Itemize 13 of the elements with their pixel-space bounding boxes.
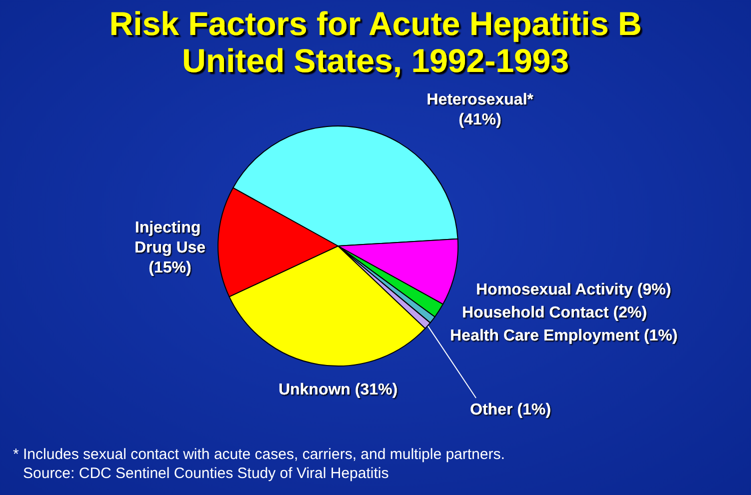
slice-label: Health Care Employment (1%) [450,328,678,344]
chart-subtitle: United States, 1992-1993 [182,42,570,79]
text: * Includes sexual contact with acute cases, carriers, and multiple partners. [13,446,505,463]
slice-label: Homosexual Activity (9%) [476,282,672,298]
slice-label: Other (1%) [470,402,551,418]
source-note: Source: CDC Sentinel Counties Study of Viral Hepatitis [23,465,389,482]
slice-label: Unknown (31%) [278,382,398,398]
slice-label: Injecting Drug Use [134,220,206,256]
data-label: (41%) [458,112,502,128]
slice-label: Household Contact (2%) [462,304,647,322]
slice-label: Heterosexual* [426,92,534,108]
data-label: (15%) [148,260,192,276]
chart-title: Risk Factors for Acute Hepatitis B [109,5,642,42]
